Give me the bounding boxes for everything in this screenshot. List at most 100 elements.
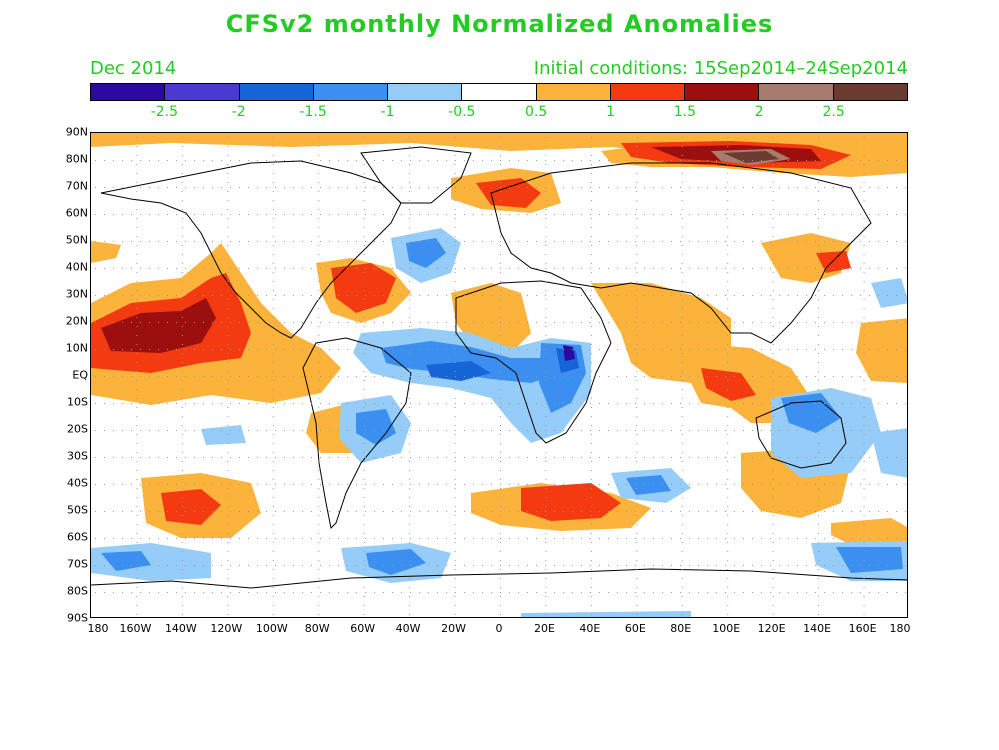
grid-dot xyxy=(590,173,592,174)
grid-dot xyxy=(636,155,638,156)
grid-dot xyxy=(212,295,213,296)
grid-dot xyxy=(500,511,501,512)
grid-dot xyxy=(536,592,537,593)
grid-dot xyxy=(896,538,897,539)
grid-dot xyxy=(203,268,204,269)
grid-dot xyxy=(136,587,138,588)
grid-dot xyxy=(698,160,699,161)
grid-dot xyxy=(318,560,320,561)
grid-dot xyxy=(203,592,204,593)
grid-dot xyxy=(851,403,852,404)
grid-dot xyxy=(122,268,123,269)
grid-dot xyxy=(437,511,438,512)
grid-dot xyxy=(608,430,609,431)
grid-dot xyxy=(725,214,726,215)
grid-dot xyxy=(95,160,96,161)
grid-dot xyxy=(272,137,274,138)
grid-dot xyxy=(136,389,138,390)
grid-dot xyxy=(545,511,546,512)
grid-dot xyxy=(545,587,547,588)
grid-dot xyxy=(863,146,865,147)
grid-dot xyxy=(599,322,600,323)
grid-dot xyxy=(149,268,150,269)
grid-dot xyxy=(590,344,592,345)
grid-dot xyxy=(554,565,555,566)
grid-dot xyxy=(318,299,320,300)
grid-dot xyxy=(707,214,708,215)
grid-dot xyxy=(140,565,141,566)
grid-dot xyxy=(644,511,645,512)
grid-dot xyxy=(818,290,820,291)
grid-dot xyxy=(482,592,483,593)
grid-dot xyxy=(464,484,465,485)
grid-dot xyxy=(818,272,820,273)
grid-dot xyxy=(383,241,384,242)
longitude-tick-label: 80W xyxy=(304,622,330,635)
grid-dot xyxy=(409,308,411,309)
grid-dot xyxy=(727,524,729,525)
grid-dot xyxy=(698,322,699,323)
grid-dot xyxy=(227,236,229,237)
grid-dot xyxy=(797,322,798,323)
grid-dot xyxy=(363,281,365,282)
grid-dot xyxy=(284,511,285,512)
grid-dot xyxy=(454,515,456,516)
grid-dot xyxy=(824,376,825,377)
grid-dot xyxy=(815,187,816,188)
grid-dot xyxy=(239,484,240,485)
grid-dot xyxy=(266,457,267,458)
grid-dot xyxy=(727,137,729,138)
grid-dot xyxy=(727,542,729,543)
grid-dot xyxy=(896,592,897,593)
grid-dot xyxy=(302,241,303,242)
grid-dot xyxy=(185,376,186,377)
grid-dot xyxy=(734,349,735,350)
grid-dot xyxy=(419,160,420,161)
grid-dot xyxy=(681,605,683,606)
grid-dot xyxy=(779,160,780,161)
grid-dot xyxy=(122,565,123,566)
grid-dot xyxy=(727,416,729,417)
grid-dot xyxy=(272,506,274,507)
grid-dot xyxy=(454,236,456,237)
grid-dot xyxy=(401,214,402,215)
grid-dot xyxy=(284,214,285,215)
grid-dot xyxy=(743,376,744,377)
grid-dot xyxy=(185,241,186,242)
grid-dot xyxy=(473,430,474,431)
grid-dot xyxy=(318,407,320,408)
grid-dot xyxy=(95,349,96,350)
grid-dot xyxy=(136,173,138,174)
grid-dot xyxy=(590,155,592,156)
grid-dot xyxy=(636,605,638,606)
grid-dot xyxy=(266,511,267,512)
anomaly-area xyxy=(406,238,446,268)
grid-dot xyxy=(761,430,762,431)
grid-dot xyxy=(824,592,825,593)
grid-dot xyxy=(727,146,729,147)
grid-dot xyxy=(518,430,519,431)
grid-dot xyxy=(626,160,627,161)
grid-dot xyxy=(636,524,638,525)
grid-dot xyxy=(716,187,717,188)
grid-dot xyxy=(248,295,249,296)
grid-dot xyxy=(454,533,456,534)
grid-dot xyxy=(113,484,114,485)
grid-dot xyxy=(806,295,807,296)
grid-dot xyxy=(887,322,888,323)
grid-dot xyxy=(896,376,897,377)
grid-dot xyxy=(636,263,638,264)
grid-dot xyxy=(318,488,320,489)
grid-dot xyxy=(851,457,852,458)
grid-dot xyxy=(272,488,274,489)
grid-dot xyxy=(863,380,865,381)
grid-dot xyxy=(419,538,420,539)
grid-dot xyxy=(409,245,411,246)
grid-dot xyxy=(653,376,654,377)
grid-dot xyxy=(833,538,834,539)
grid-dot xyxy=(239,457,240,458)
grid-dot xyxy=(428,457,429,458)
grid-dot xyxy=(284,187,285,188)
grid-dot xyxy=(752,187,753,188)
grid-dot xyxy=(863,218,865,219)
